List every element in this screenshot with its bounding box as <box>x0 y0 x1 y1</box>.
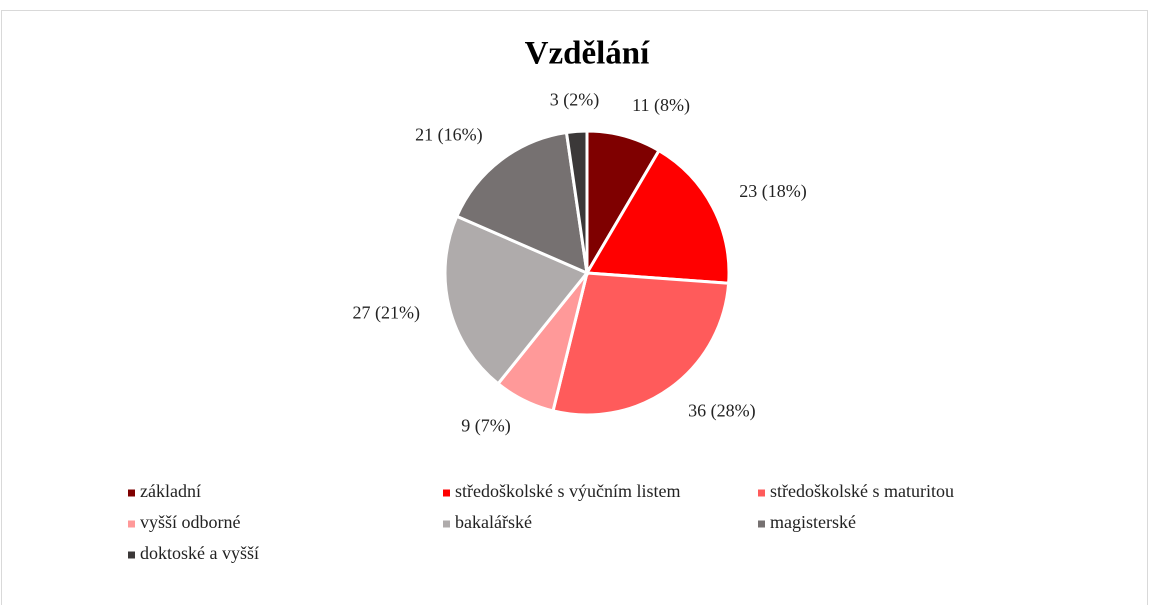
legend-label: středoškolské s maturitou <box>770 481 954 501</box>
pie-slice <box>551 271 731 417</box>
chart-title: Vzdělání <box>525 36 651 72</box>
legend-label: vyšší odborné <box>140 512 241 532</box>
legend-swatch <box>443 520 450 528</box>
data-label: 9 (7%) <box>461 415 510 436</box>
legend-swatch <box>128 489 135 497</box>
data-label: 36 (28%) <box>688 400 755 421</box>
legend-swatch <box>443 489 450 497</box>
legend-swatch <box>128 551 135 559</box>
legend-label: doktoské a vyšší <box>140 543 259 563</box>
data-label: 3 (2%) <box>550 90 599 111</box>
data-label: 11 (8%) <box>632 95 690 116</box>
legend-swatch <box>758 489 765 497</box>
data-label: 21 (16%) <box>415 124 482 145</box>
legend-label: magisterské <box>770 512 856 532</box>
data-label: 27 (21%) <box>353 302 420 323</box>
legend-label: středoškolské s výučním listem <box>455 481 680 501</box>
legend-swatch <box>758 520 765 528</box>
legend-label: základní <box>140 481 201 501</box>
data-label: 23 (18%) <box>739 181 806 202</box>
pie-slice <box>584 148 731 285</box>
legend-swatch <box>128 520 135 528</box>
pie-slice <box>454 130 589 276</box>
legend-label: bakalářské <box>455 512 532 532</box>
pie-slice <box>564 129 589 274</box>
